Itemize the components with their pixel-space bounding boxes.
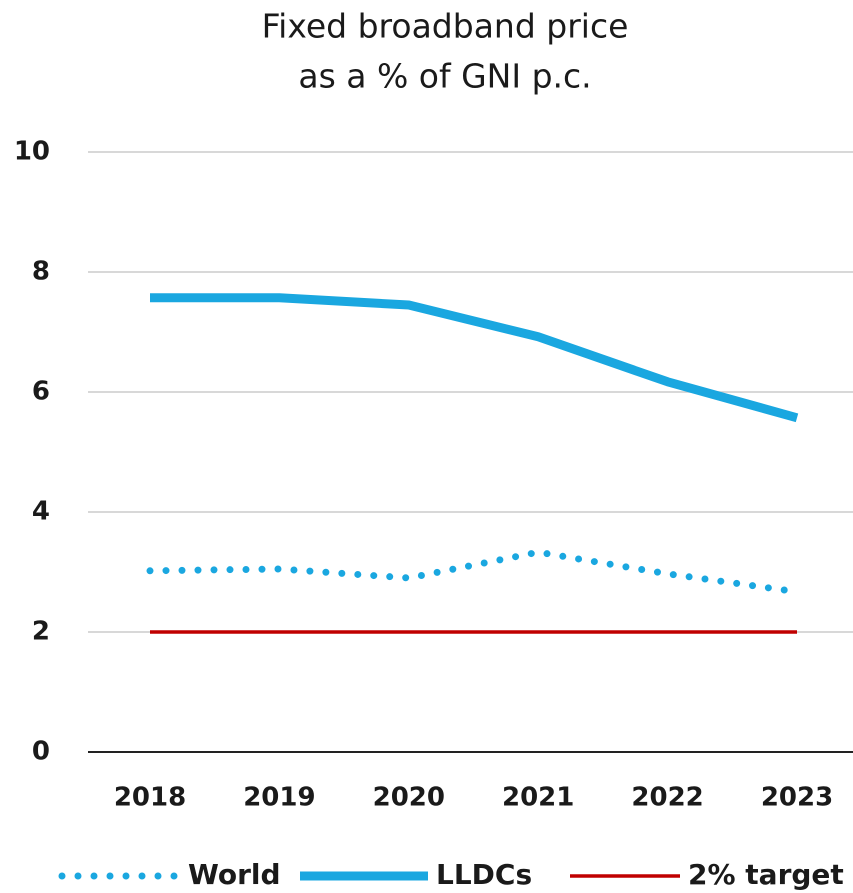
y-tick-label: 6 — [32, 377, 50, 407]
y-tick-label: 8 — [32, 257, 50, 287]
x-tick-label: 2023 — [761, 783, 833, 813]
series-line — [150, 293, 799, 423]
x-tick-label: 2018 — [114, 783, 186, 813]
x-tick-label: 2022 — [631, 783, 703, 813]
chart-title: as a % of GNI p.c. — [298, 57, 591, 96]
x-tick-label: 2021 — [502, 783, 574, 813]
x-tick-label: 2019 — [243, 783, 315, 813]
legend-label: 2% target — [688, 858, 844, 891]
series-line — [146, 548, 801, 596]
chart-title: Fixed broadband price — [262, 7, 629, 46]
y-tick-label: 2 — [32, 617, 50, 647]
x-tick-label: 2020 — [373, 783, 445, 813]
legend-label: LLDCs — [436, 858, 532, 891]
y-tick-label: 4 — [32, 497, 50, 527]
y-tick-label: 10 — [14, 137, 50, 167]
legend-label: World — [188, 858, 281, 891]
y-tick-label: 0 — [32, 737, 50, 767]
